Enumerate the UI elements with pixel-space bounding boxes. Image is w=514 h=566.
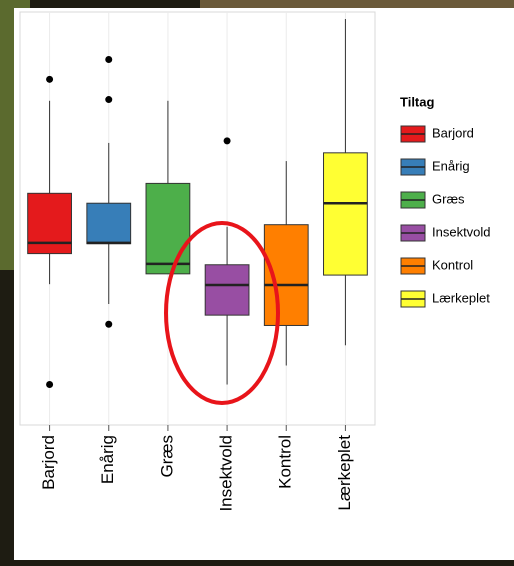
outlier [105, 55, 113, 63]
outlier [46, 381, 54, 389]
outlier [46, 75, 54, 83]
x-tick-label: Enårig [98, 435, 117, 484]
legend-title: Tiltag [400, 94, 434, 109]
box [27, 192, 72, 255]
legend-label: Kontrol [432, 257, 473, 272]
x-tick-label: Kontrol [276, 435, 295, 489]
x-tick-label: Græs [157, 435, 176, 478]
legend-label: Enårig [432, 158, 470, 173]
photo-background [200, 0, 514, 10]
outlier [105, 320, 113, 328]
outlier [105, 96, 113, 104]
legend-label: Lærkeplet [432, 290, 490, 305]
highlight-circle [164, 221, 280, 405]
x-tick-label: Barjord [39, 435, 58, 490]
box [145, 182, 191, 275]
x-tick-label: Insektvold [217, 435, 236, 512]
legend-label: Græs [432, 191, 465, 206]
legend-label: Insektvold [432, 224, 491, 239]
box [204, 264, 250, 316]
box [86, 202, 132, 245]
box [323, 152, 368, 276]
plot-panel [19, 11, 376, 426]
legend-label: Barjord [432, 125, 474, 140]
outlier [223, 137, 231, 145]
x-tick-label: Lærkeplet [335, 435, 354, 511]
